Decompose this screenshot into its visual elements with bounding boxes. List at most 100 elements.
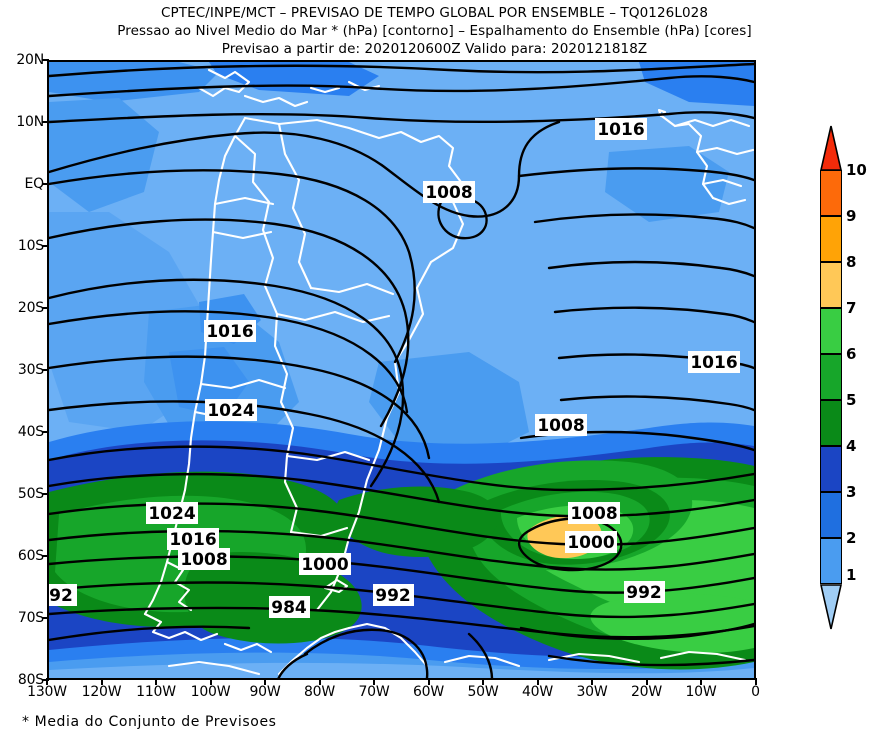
colorbar-segment xyxy=(820,538,842,584)
x-axis-tickmark xyxy=(700,678,702,685)
contour-label: 1000 xyxy=(299,553,351,575)
x-axis-tickmark xyxy=(209,678,212,685)
footnote: * Media do Conjunto de Previsoes xyxy=(22,714,277,730)
colorbar-max-arrow xyxy=(820,125,842,171)
svg-text:1016: 1016 xyxy=(690,353,737,373)
svg-text:1008: 1008 xyxy=(537,416,584,436)
x-axis-tickmark xyxy=(645,678,648,685)
contour-label: 992 xyxy=(373,584,414,606)
colorbar-segment xyxy=(820,492,842,538)
x-axis-tick-label: 60W xyxy=(412,684,445,700)
contour-label: 984 xyxy=(269,596,310,618)
contour-label: 1016 xyxy=(167,528,219,550)
svg-text:1016: 1016 xyxy=(169,530,216,550)
x-axis-tickmark xyxy=(264,678,266,685)
x-axis-tickmark xyxy=(46,678,48,685)
x-axis-tick-label: 50W xyxy=(467,684,499,700)
y-axis-tick-label: 20S xyxy=(17,300,44,316)
page-title: CPTEC/INPE/MCT – PREVISAO DE TEMPO GLOBA… xyxy=(160,5,709,21)
colorbar-tick-label: 2 xyxy=(846,529,857,547)
colorbar-segment xyxy=(820,308,842,354)
contour-label: 1008 xyxy=(535,414,587,436)
x-axis-tickmark xyxy=(427,678,430,685)
contour-label: 1016 xyxy=(595,118,647,140)
y-axis-tickmark xyxy=(42,493,49,495)
y-axis-tickmark xyxy=(42,555,49,557)
svg-text:1024: 1024 xyxy=(207,401,254,421)
svg-text:1008: 1008 xyxy=(425,183,472,203)
svg-text:1008: 1008 xyxy=(180,550,227,570)
svg-text:1008: 1008 xyxy=(570,504,617,524)
x-axis-tick-label: 120W xyxy=(81,684,122,700)
colorbar-tick-label: 5 xyxy=(846,391,857,409)
x-axis-tick-label: 30W xyxy=(576,684,608,700)
y-axis-tick-label: 10N xyxy=(16,114,44,130)
colorbar-tick-label: 6 xyxy=(846,345,857,363)
y-axis-tick-label: 60S xyxy=(17,548,44,564)
svg-text:1016: 1016 xyxy=(597,120,644,140)
svg-text:992: 992 xyxy=(626,583,662,603)
svg-text:1024: 1024 xyxy=(148,504,195,524)
svg-text:1000: 1000 xyxy=(301,555,348,575)
colorbar-segment xyxy=(820,262,842,308)
chart-subtitle: Pressao ao Nivel Medio do Mar * (hPa) [c… xyxy=(117,23,752,39)
x-axis-tickmark xyxy=(155,678,157,685)
colorbar-tick-label: 8 xyxy=(846,253,857,271)
y-axis-tick-label: 30S xyxy=(17,362,44,378)
colorbar-segment xyxy=(820,216,842,262)
contour-label: 1016 xyxy=(204,320,256,342)
contour-label: 1016 xyxy=(688,351,740,373)
x-axis-tick-label: 80W xyxy=(303,684,336,700)
map-canvas: 1016 1008 1016 1016 1024 1008 1024 1008 … xyxy=(49,62,754,678)
contour-label: 992 xyxy=(624,581,665,603)
x-axis-tick-label: 0 xyxy=(751,684,760,700)
contour-label: 1008 xyxy=(568,502,620,524)
x-axis-tickmark xyxy=(100,678,103,685)
colorbar-segment xyxy=(820,354,842,400)
x-axis-tickmark xyxy=(318,678,321,685)
y-axis-tick-label: 80S xyxy=(17,672,44,688)
colorbar-min-arrow xyxy=(820,584,842,630)
contour-label: 92 xyxy=(49,584,77,606)
y-axis-tick-label: 50S xyxy=(17,486,44,502)
colorbar-tick-label: 7 xyxy=(846,299,857,317)
y-axis-tickmark xyxy=(42,183,49,185)
colorbar-segment xyxy=(820,446,842,492)
colorbar-tick-label: 4 xyxy=(846,437,857,455)
x-axis-tick-label: 130W xyxy=(27,684,67,700)
y-axis-tickmark xyxy=(42,245,49,247)
y-axis-tickmark xyxy=(42,431,49,433)
colorbar-tick-label: 3 xyxy=(846,483,857,501)
contour-label: 1024 xyxy=(146,502,198,524)
chart-validtime: Previsao a partir de: 2020120600Z Valido… xyxy=(221,41,648,57)
contour-label: 1000 xyxy=(565,531,617,553)
colorbar-tick-label: 9 xyxy=(846,207,857,225)
x-axis-tick-label: 90W xyxy=(249,684,281,700)
y-axis-tick-label: 70S xyxy=(17,610,44,626)
x-axis-tick-label: 40W xyxy=(521,684,554,700)
svg-text:92: 92 xyxy=(49,586,73,606)
x-axis-tickmark xyxy=(754,678,757,685)
y-axis-tick-label: EQ xyxy=(24,176,45,192)
x-axis-tickmark xyxy=(536,678,539,685)
colorbar-tick-label: 10 xyxy=(846,161,867,179)
y-axis-tick-label: 10S xyxy=(17,238,44,254)
y-axis-tickmark xyxy=(42,307,49,309)
contour-label: 1008 xyxy=(423,181,475,203)
colorbar: 10 9 8 7 6 5 4 3 2 1 xyxy=(820,125,867,630)
y-axis-tickmark xyxy=(42,59,49,61)
contour-label: 1008 xyxy=(178,548,230,570)
y-axis-tick-label: 40S xyxy=(17,424,44,440)
svg-text:984: 984 xyxy=(271,598,307,618)
contour-label: 1024 xyxy=(205,399,257,421)
x-axis-tick-label: 70W xyxy=(358,684,390,700)
y-axis-tickmark xyxy=(42,617,49,619)
y-axis-tickmark xyxy=(42,369,49,371)
svg-text:992: 992 xyxy=(375,586,411,606)
x-axis-tick-label: 10W xyxy=(685,684,717,700)
y-axis-tickmark xyxy=(42,679,49,681)
x-axis-tick-label: 110W xyxy=(136,684,176,700)
svg-text:1000: 1000 xyxy=(567,533,614,553)
map-plot-area: 1016 1008 1016 1016 1024 1008 1024 1008 … xyxy=(47,60,756,680)
y-axis-tick-label: 20N xyxy=(16,52,44,68)
